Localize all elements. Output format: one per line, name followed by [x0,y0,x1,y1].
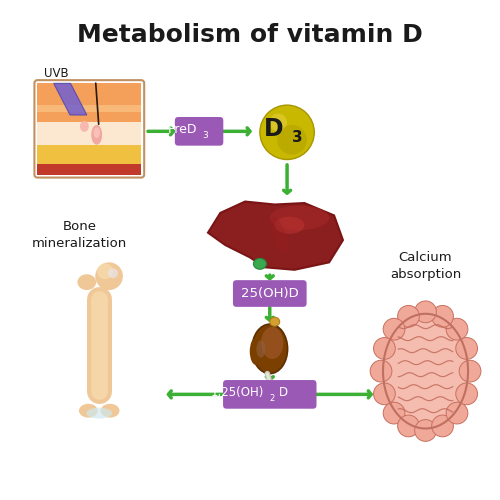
Ellipse shape [250,338,262,365]
Ellipse shape [256,340,266,357]
Circle shape [398,306,419,327]
Circle shape [456,383,477,404]
Circle shape [432,306,454,327]
Circle shape [456,338,477,359]
Circle shape [95,262,123,290]
Circle shape [414,301,436,322]
FancyBboxPatch shape [223,380,316,408]
Text: 1,25(OH): 1,25(OH) [210,386,264,400]
Text: Metabolism of vitamin D: Metabolism of vitamin D [77,22,423,46]
FancyBboxPatch shape [175,117,224,145]
Circle shape [374,383,396,404]
Ellipse shape [92,125,102,144]
Circle shape [260,105,314,160]
Circle shape [270,114,287,132]
Ellipse shape [270,206,329,230]
Bar [38,146,141,166]
Text: 3: 3 [202,131,208,140]
Circle shape [383,402,405,424]
Circle shape [374,338,396,359]
Text: D: D [264,117,283,141]
FancyBboxPatch shape [233,280,306,307]
Circle shape [398,415,419,437]
Ellipse shape [252,324,288,374]
Text: PreD: PreD [168,124,197,136]
Circle shape [277,125,307,154]
Text: Bone
mineralization: Bone mineralization [32,220,127,250]
Text: 2: 2 [269,394,274,404]
Ellipse shape [80,121,89,132]
Circle shape [370,360,392,382]
Text: 25(OH)D: 25(OH)D [241,287,298,300]
Polygon shape [54,84,87,115]
FancyBboxPatch shape [38,83,141,124]
Circle shape [446,402,468,424]
Circle shape [108,268,118,278]
Circle shape [432,415,454,437]
Circle shape [414,420,436,442]
Text: D: D [279,386,288,400]
Bar [38,164,141,174]
Circle shape [97,264,113,279]
Ellipse shape [270,317,280,326]
Text: 3: 3 [292,130,302,145]
Text: Calcium
absorption: Calcium absorption [390,250,461,280]
Ellipse shape [94,128,100,138]
Ellipse shape [100,404,119,417]
Ellipse shape [274,216,304,234]
Ellipse shape [271,216,288,254]
Bar [38,122,141,147]
Bar [38,105,141,112]
Ellipse shape [384,314,468,428]
Circle shape [383,318,405,340]
Ellipse shape [78,274,96,290]
Circle shape [459,360,481,382]
Ellipse shape [254,258,266,270]
Polygon shape [208,202,343,270]
Ellipse shape [261,327,283,359]
Bar [394,320,456,422]
Text: UVB: UVB [44,68,68,80]
Ellipse shape [86,408,112,418]
Ellipse shape [79,404,98,417]
Circle shape [446,318,468,340]
